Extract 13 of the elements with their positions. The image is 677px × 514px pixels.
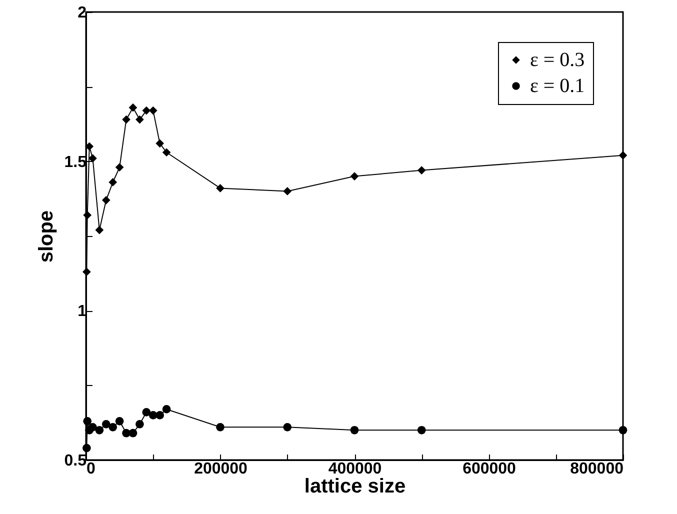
x-tick-label: 400000 [328,460,382,478]
y-tick-label: 2 [78,4,87,22]
x-tick-label: 0 [86,460,96,478]
legend-label: ε = 0.3 [530,49,585,71]
legend-label: ε = 0.1 [530,75,585,97]
x-tick-label: 200000 [194,460,248,478]
x-tick-label: 800000 [570,460,624,478]
y-tick-label: 0.5 [64,452,87,470]
x-tick-label: 600000 [462,460,516,478]
y-tick-label: 1.5 [64,154,87,171]
y-tick-label: 1 [78,303,87,320]
x-axis-title: lattice size [304,476,406,498]
y-axis-title: slope [35,210,58,263]
